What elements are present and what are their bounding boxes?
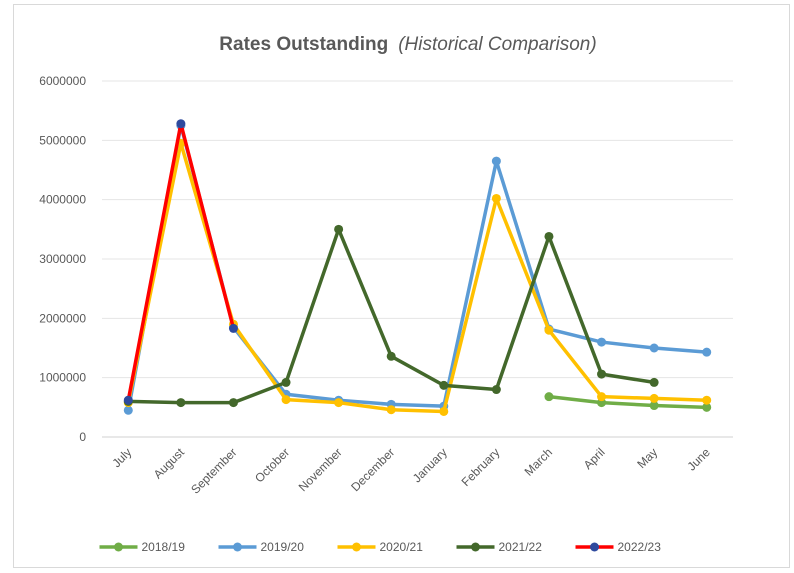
- data-point: [597, 392, 607, 402]
- data-point: [281, 377, 291, 387]
- chart-title: Rates Outstanding: [219, 34, 388, 55]
- data-point: [386, 405, 396, 415]
- data-point: [597, 369, 607, 379]
- chart-frame: [13, 4, 790, 568]
- data-point: [123, 405, 133, 415]
- data-point: [649, 377, 659, 387]
- legend-marker: [114, 542, 123, 552]
- data-point: [281, 395, 291, 405]
- chart-title-group: Rates Outstanding (Historical Comparison): [219, 34, 596, 55]
- data-point: [544, 231, 554, 241]
- data-point: [702, 395, 712, 405]
- data-point: [649, 401, 659, 411]
- data-point: [544, 325, 554, 335]
- data-point: [176, 398, 186, 408]
- y-tick-label: 4000000: [39, 193, 86, 207]
- data-point: [228, 398, 238, 408]
- data-point: [228, 323, 238, 333]
- y-tick-label: 3000000: [39, 252, 86, 266]
- legend-label: 2020/21: [380, 540, 424, 554]
- y-tick-label: 2000000: [39, 311, 86, 325]
- data-point: [649, 343, 659, 353]
- legend-marker: [352, 542, 361, 552]
- y-tick-label: 5000000: [39, 133, 86, 147]
- data-point: [439, 406, 449, 416]
- data-point: [491, 156, 501, 166]
- legend-label: 2019/20: [261, 540, 305, 554]
- legend-label: 2018/19: [142, 540, 186, 554]
- legend-marker: [590, 542, 599, 552]
- legend-label: 2022/23: [618, 540, 662, 554]
- data-point: [334, 224, 344, 234]
- legend-label: 2021/22: [499, 540, 543, 554]
- data-point: [649, 393, 659, 403]
- data-point: [334, 398, 344, 408]
- data-point: [123, 395, 133, 405]
- data-point: [386, 351, 396, 361]
- y-tick-label: 0: [79, 430, 86, 444]
- data-point: [439, 380, 449, 390]
- y-tick-label: 1000000: [39, 371, 86, 385]
- legend-marker: [471, 542, 480, 552]
- legend-marker: [233, 542, 242, 552]
- y-tick-label: 6000000: [39, 74, 86, 88]
- data-point: [491, 193, 501, 203]
- chart-subtitle: (Historical Comparison): [398, 34, 597, 55]
- data-point: [176, 119, 186, 129]
- data-point: [702, 347, 712, 357]
- data-point: [544, 392, 554, 402]
- data-point: [491, 385, 501, 395]
- data-point: [597, 337, 607, 347]
- series-line: [548, 394, 707, 410]
- data-point: [702, 402, 712, 412]
